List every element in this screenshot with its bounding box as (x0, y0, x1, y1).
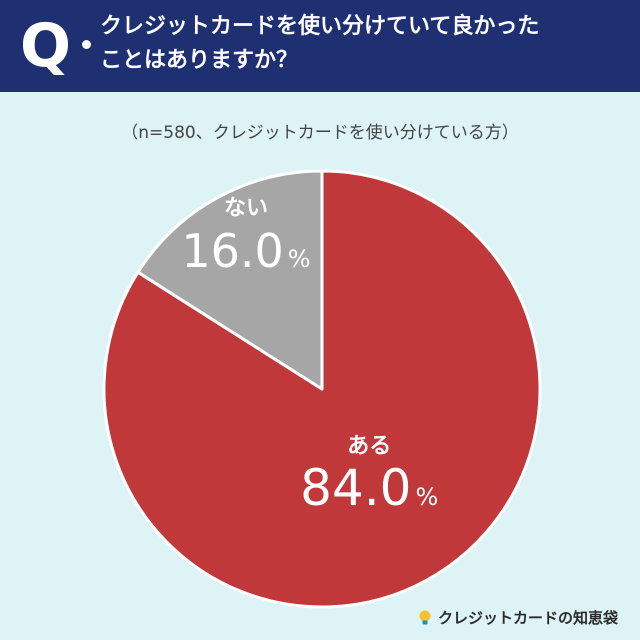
q-label: Q (20, 11, 72, 81)
sample-note: （n=580、クレジットカードを使い分けている方） (121, 123, 519, 143)
slice-label-yes: ある (347, 434, 391, 459)
brand-name: クレジットカードの知恵袋 (437, 609, 618, 627)
lightbulb-icon (419, 610, 431, 624)
question-header: Q クレジットカードを使い分けていて良かった ことはありますか？ (0, 0, 640, 92)
slice-value-no: 16.0% (181, 224, 310, 278)
pie-slice-no (136, 169, 324, 391)
question-text: クレジットカードを使い分けていて良かった ことはありますか？ (100, 14, 540, 73)
slice-label-no: ない (224, 196, 268, 221)
slice-value-yes: 84.0% (300, 459, 438, 517)
brand-logo: クレジットカードの知恵袋 (416, 607, 618, 628)
q-dot (82, 40, 91, 49)
